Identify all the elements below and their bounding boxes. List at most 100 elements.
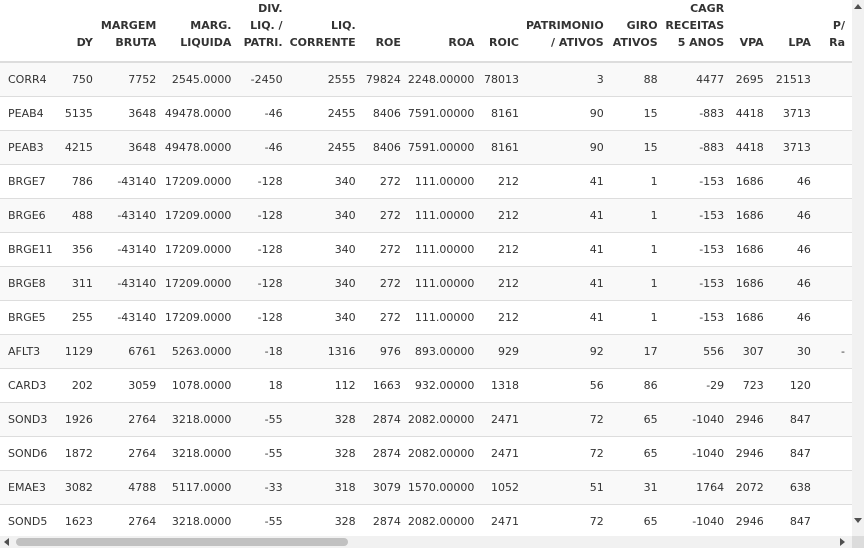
column-header[interactable]: CAGR RECEITAS 5 ANOS	[664, 0, 732, 63]
table-cell: 90	[526, 96, 611, 131]
table-cell: 18	[238, 368, 290, 403]
table-cell: 929	[481, 334, 526, 369]
column-header[interactable]: LPA	[770, 0, 818, 63]
table-cell: 5135	[59, 96, 100, 131]
table-cell: -1040	[664, 402, 732, 437]
arrow-down-icon[interactable]	[854, 518, 862, 523]
table-cell	[817, 164, 852, 199]
table-cell	[817, 232, 852, 267]
column-header[interactable]: ROIC	[481, 0, 526, 63]
table-row[interactable]: EMAE3 3082 4788 5117.0000 -33 318 3079 1570.000…	[0, 470, 852, 505]
table-cell: 3218.0000	[163, 436, 239, 471]
table-row[interactable]: BRGE11 356 -43140 17209.0000 -128 340 272 111.0…	[0, 232, 852, 267]
table-cell: -33	[238, 470, 290, 505]
table-cell: 1686	[731, 232, 771, 267]
table-cell: 328	[289, 402, 363, 437]
table-cell: 21513	[770, 62, 818, 97]
column-header[interactable]: MARG. LIQUIDA	[163, 0, 239, 63]
table-row[interactable]: PEAB3 4215 3648 49478.0000 -46 2455 8406 7591.0…	[0, 130, 852, 165]
table-cell	[817, 96, 852, 131]
table-cell: -43140	[99, 266, 164, 301]
horizontal-scrollbar[interactable]	[0, 536, 852, 548]
table-cell: 72	[526, 436, 611, 471]
table-cell: 847	[770, 402, 818, 437]
table-row[interactable]: SOND3 1926 2764 3218.0000 -55 328 2874 2082.000…	[0, 402, 852, 437]
table-cell: 1129	[59, 334, 100, 369]
table-cell: 56	[526, 368, 611, 403]
arrow-left-icon[interactable]	[4, 538, 9, 546]
column-header[interactable]: ROA	[407, 0, 482, 63]
table-cell: -153	[664, 164, 732, 199]
table-cell: 72	[526, 504, 611, 536]
table-row[interactable]: BRGE5 255 -43140 17209.0000 -128 340 272 111.00…	[0, 300, 852, 335]
column-header[interactable]: DIV. LIQ. / PATRI.	[238, 0, 290, 63]
table-cell: 932.00000	[407, 368, 482, 403]
table-cell: 90	[526, 130, 611, 165]
table-cell: 307	[731, 334, 771, 369]
column-header[interactable]	[0, 0, 60, 63]
table-cell: 3059	[99, 368, 164, 403]
column-header[interactable]: PATRIMONIO / ATIVOS	[526, 0, 611, 63]
table-row[interactable]: PEAB4 5135 3648 49478.0000 -46 2455 8406 7591.0…	[0, 96, 852, 131]
table-cell: 893.00000	[407, 334, 482, 369]
table-row[interactable]: SOND5 1623 2764 3218.0000 -55 328 2874 2082.000…	[0, 504, 852, 536]
column-header[interactable]: P/ Ra	[817, 0, 852, 63]
table-cell: 86	[610, 368, 665, 403]
column-header[interactable]: GIRO ATIVOS	[610, 0, 665, 63]
table-cell: -153	[664, 300, 732, 335]
table-body: CORR4 750 7752 2545.0000 -2450 2555 79824 2248.…	[0, 62, 852, 536]
table-cell	[817, 504, 852, 536]
table-cell: 750	[59, 62, 100, 97]
table-cell: 2874	[362, 402, 408, 437]
table-cell: 88	[610, 62, 665, 97]
table-cell: 2082.00000	[407, 504, 482, 536]
column-header[interactable]: DY	[59, 0, 100, 63]
table-cell: 328	[289, 436, 363, 471]
table-cell: 2946	[731, 436, 771, 471]
table-cell: 556	[664, 334, 732, 369]
horizontal-scroll-thumb[interactable]	[16, 538, 348, 546]
table-row[interactable]: BRGE6 488 -43140 17209.0000 -128 340 272 111.00…	[0, 198, 852, 233]
stocks-table: DY MARGEM BRUTA MARG. LIQUIDA DIV. LIQ. / P…	[0, 0, 852, 536]
table-cell: 1872	[59, 436, 100, 471]
table-cell: 2764	[99, 504, 164, 536]
column-header[interactable]: ROE	[362, 0, 408, 63]
table-cell: 8161	[481, 96, 526, 131]
column-header[interactable]: LIQ. CORRENTE	[289, 0, 363, 63]
vertical-scrollbar[interactable]	[852, 0, 864, 536]
table-viewport: DY MARGEM BRUTA MARG. LIQUIDA DIV. LIQ. / P…	[0, 0, 852, 536]
table-cell: 1686	[731, 198, 771, 233]
table-cell: 272	[362, 232, 408, 267]
table-cell: 5117.0000	[163, 470, 239, 505]
table-cell: 1	[610, 266, 665, 301]
table-cell: 3218.0000	[163, 402, 239, 437]
ticker-cell: PEAB3	[0, 130, 60, 165]
table-cell: 31	[610, 470, 665, 505]
column-header[interactable]: VPA	[731, 0, 771, 63]
arrow-right-icon[interactable]	[840, 538, 845, 546]
ticker-cell: BRGE11	[0, 232, 60, 267]
table-cell: 112	[289, 368, 363, 403]
table-cell: 41	[526, 164, 611, 199]
table-cell: 2764	[99, 402, 164, 437]
table-row[interactable]: SOND6 1872 2764 3218.0000 -55 328 2874 2082.000…	[0, 436, 852, 471]
table-cell: 1663	[362, 368, 408, 403]
table-cell: 847	[770, 504, 818, 536]
table-cell: -46	[238, 130, 290, 165]
table-cell: 2545.0000	[163, 62, 239, 97]
ticker-cell: BRGE7	[0, 164, 60, 199]
column-header[interactable]: MARGEM BRUTA	[99, 0, 164, 63]
table-cell: 7752	[99, 62, 164, 97]
table-cell: 1623	[59, 504, 100, 536]
table-row[interactable]: BRGE7 786 -43140 17209.0000 -128 340 272 111.00…	[0, 164, 852, 199]
table-row[interactable]: BRGE8 311 -43140 17209.0000 -128 340 272 111.00…	[0, 266, 852, 301]
table-row[interactable]: CARD3 202 3059 1078.0000 18 112 1663 932.00000 1…	[0, 368, 852, 403]
table-cell: 272	[362, 300, 408, 335]
table-row[interactable]: AFLT3 1129 6761 5263.0000 -18 1316 976 893.0000…	[0, 334, 852, 369]
arrow-up-icon[interactable]	[854, 4, 862, 9]
table-row[interactable]: CORR4 750 7752 2545.0000 -2450 2555 79824 2248.…	[0, 62, 852, 97]
ticker-cell: CARD3	[0, 368, 60, 403]
table-cell: 111.00000	[407, 300, 482, 335]
table-cell: 2471	[481, 504, 526, 536]
table-cell: 2695	[731, 62, 771, 97]
